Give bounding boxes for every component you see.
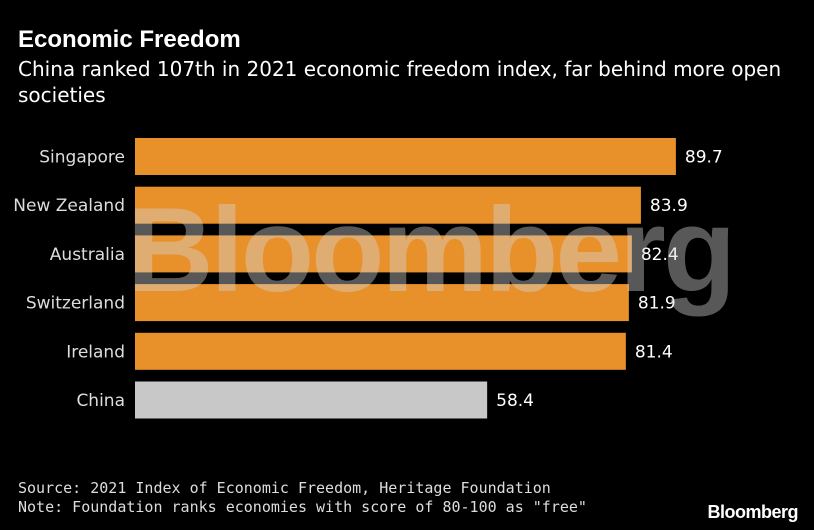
category-label: China — [76, 391, 125, 411]
value-label: 81.4 — [635, 342, 673, 362]
value-label: 89.7 — [685, 148, 723, 168]
bar — [135, 138, 676, 175]
bar — [135, 235, 632, 273]
category-label: New Zealand — [13, 196, 125, 216]
chart-title: Economic Freedom — [18, 26, 241, 53]
bar — [135, 381, 488, 419]
category-label: Ireland — [66, 342, 125, 362]
category-label: Switzerland — [26, 294, 125, 314]
value-label: 83.9 — [650, 196, 688, 216]
value-label: 81.9 — [638, 294, 676, 314]
bar — [135, 284, 629, 322]
footnote: Note: Foundation ranks economies with sc… — [18, 498, 587, 516]
bar — [135, 186, 641, 224]
category-label: Singapore — [39, 148, 125, 168]
value-label: 82.4 — [641, 245, 679, 265]
source-note: Source: 2021 Index of Economic Freedom, … — [18, 479, 551, 497]
bar — [135, 332, 626, 370]
category-label: Australia — [50, 245, 125, 265]
bloomberg-logo: Bloomberg — [707, 502, 798, 522]
chart-subtitle: China ranked 107th in 2021 economic free… — [18, 57, 782, 107]
value-label: 58.4 — [496, 391, 534, 411]
bar-chart: Singapore 89.7 New Zealand 83.9 Australia 82.… — [13, 138, 723, 419]
